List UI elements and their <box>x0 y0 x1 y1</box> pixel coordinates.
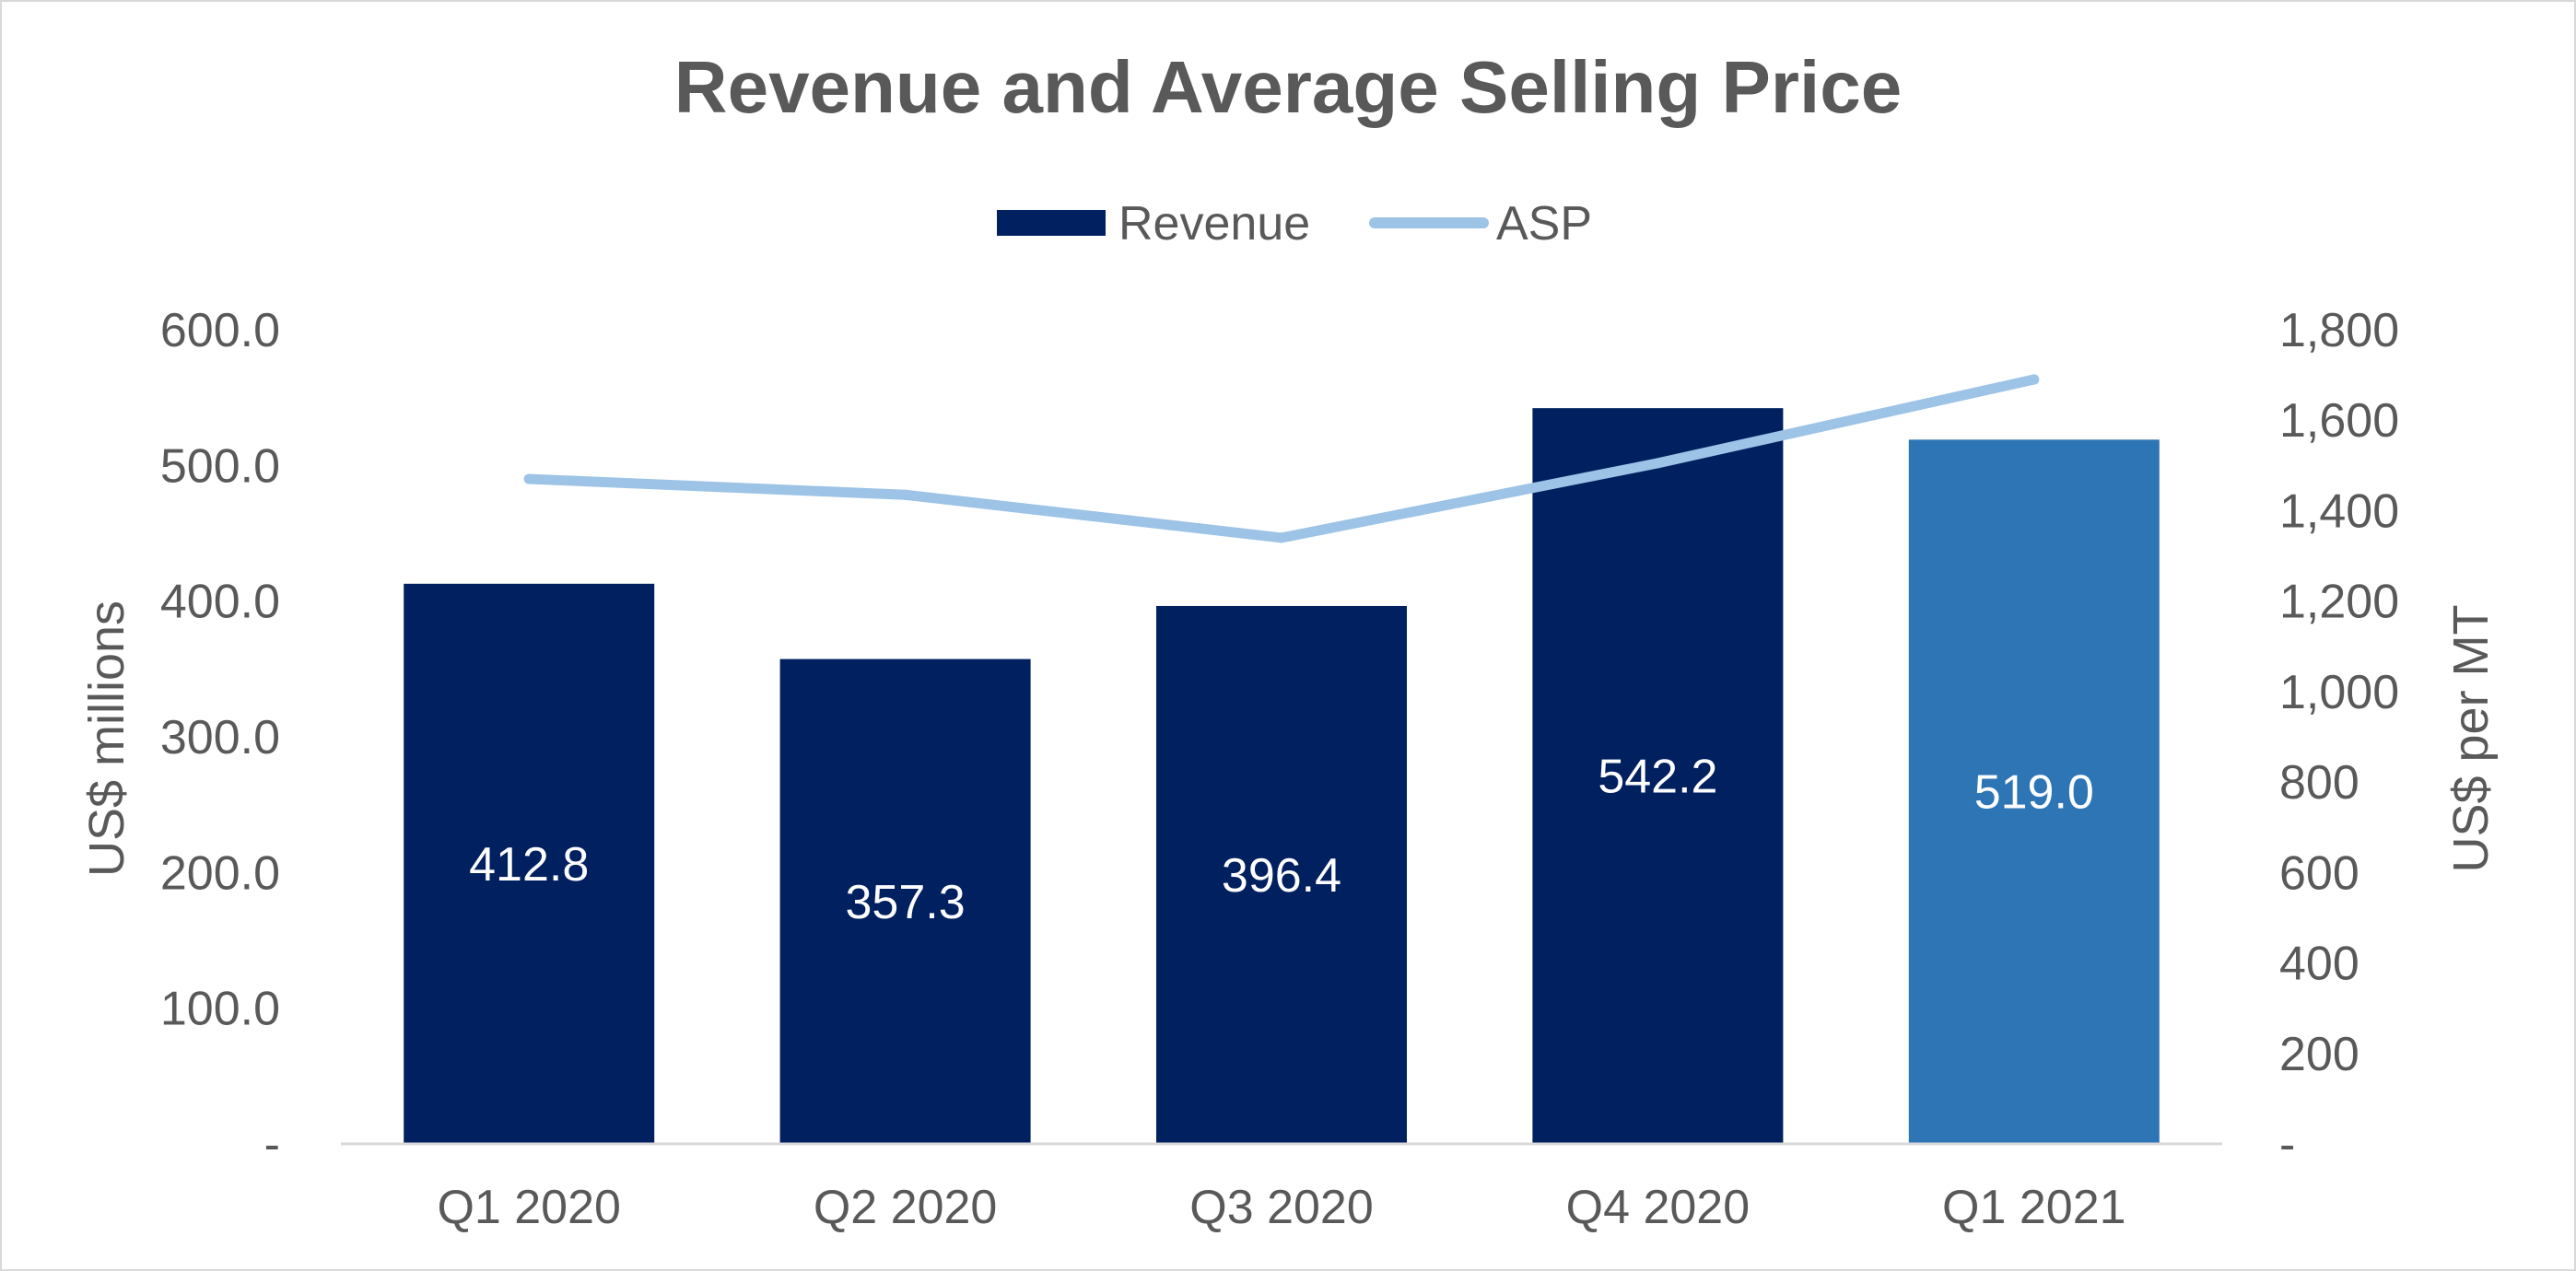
y-axis-left-ticks: - 100.0 200.0 300.0 400.0 500.0 600.0 <box>160 304 280 1172</box>
line-point-asp <box>1652 458 1663 469</box>
legend: Revenue ASP <box>997 197 1592 251</box>
bar-revenue <box>1532 408 1784 1144</box>
x-tick-label: Q2 2020 <box>814 1181 998 1234</box>
bar-data-label: 357.3 <box>846 876 966 929</box>
bar-data-label: 412.8 <box>469 838 589 892</box>
x-tick-label: Q1 2021 <box>1942 1181 2126 1234</box>
y-left-tick-label: 100.0 <box>160 983 280 1036</box>
y-axis-right-ticks: - 200 400 600 800 1,000 1,200 1,400 1,600 1,800 <box>2279 304 2399 1172</box>
bar-data-labels: 412.8 357.3 396.4 542.2 519.0 <box>469 751 2094 929</box>
bar-revenue <box>1908 439 2160 1145</box>
line-point-asp <box>900 489 911 500</box>
line-point-asp <box>523 473 534 484</box>
y-left-tick-label: 400.0 <box>160 576 280 629</box>
line-series-asp <box>523 374 2040 543</box>
y-right-tick-label: 1,800 <box>2279 304 2399 357</box>
x-axis-tick-labels: Q1 2020 Q2 2020 Q3 2020 Q4 2020 Q1 2021 <box>437 1181 2125 1234</box>
legend-label-asp: ASP <box>1496 197 1592 251</box>
y-right-tick-label: 400 <box>2279 938 2359 991</box>
bar-series-revenue <box>404 408 2160 1145</box>
x-tick-label: Q3 2020 <box>1189 1181 1374 1234</box>
bar-revenue <box>779 659 1031 1144</box>
legend-label-revenue: Revenue <box>1118 197 1310 251</box>
y-axis-left-title: US$ millions <box>79 601 135 877</box>
line-point-asp <box>1276 532 1287 543</box>
line-asp <box>523 374 2040 543</box>
y-left-tick-label: 500.0 <box>160 439 280 493</box>
y-right-tick-label: 1,400 <box>2279 484 2399 538</box>
bar-data-label: 396.4 <box>1222 849 1341 903</box>
chart-title: Revenue and Average Selling Price <box>674 46 1902 128</box>
bar-revenue <box>404 583 655 1144</box>
y-right-tick-label: 1,600 <box>2279 394 2399 448</box>
y-axis-right-title: US$ per MT <box>2443 604 2499 872</box>
bar-data-label: 542.2 <box>1598 751 1717 804</box>
y-left-tick-label: 600.0 <box>160 304 280 357</box>
y-right-tick-label: 600 <box>2279 846 2359 900</box>
x-tick-label: Q1 2020 <box>437 1181 621 1234</box>
bar-data-label: 519.0 <box>1974 766 2094 820</box>
line-point-asp <box>2029 374 2040 385</box>
y-left-tick-label: 200.0 <box>160 846 280 900</box>
bar-revenue <box>1156 605 1407 1144</box>
y-right-tick-label: - <box>2279 1118 2295 1172</box>
x-tick-label: Q4 2020 <box>1566 1181 1751 1234</box>
legend-swatch-revenue <box>997 210 1106 236</box>
y-left-tick-label: - <box>264 1118 280 1172</box>
y-left-tick-label: 300.0 <box>160 711 280 764</box>
y-right-tick-label: 1,000 <box>2279 666 2399 719</box>
y-right-tick-label: 800 <box>2279 756 2359 810</box>
y-right-tick-label: 1,200 <box>2279 576 2399 629</box>
y-right-tick-label: 200 <box>2279 1028 2359 1081</box>
